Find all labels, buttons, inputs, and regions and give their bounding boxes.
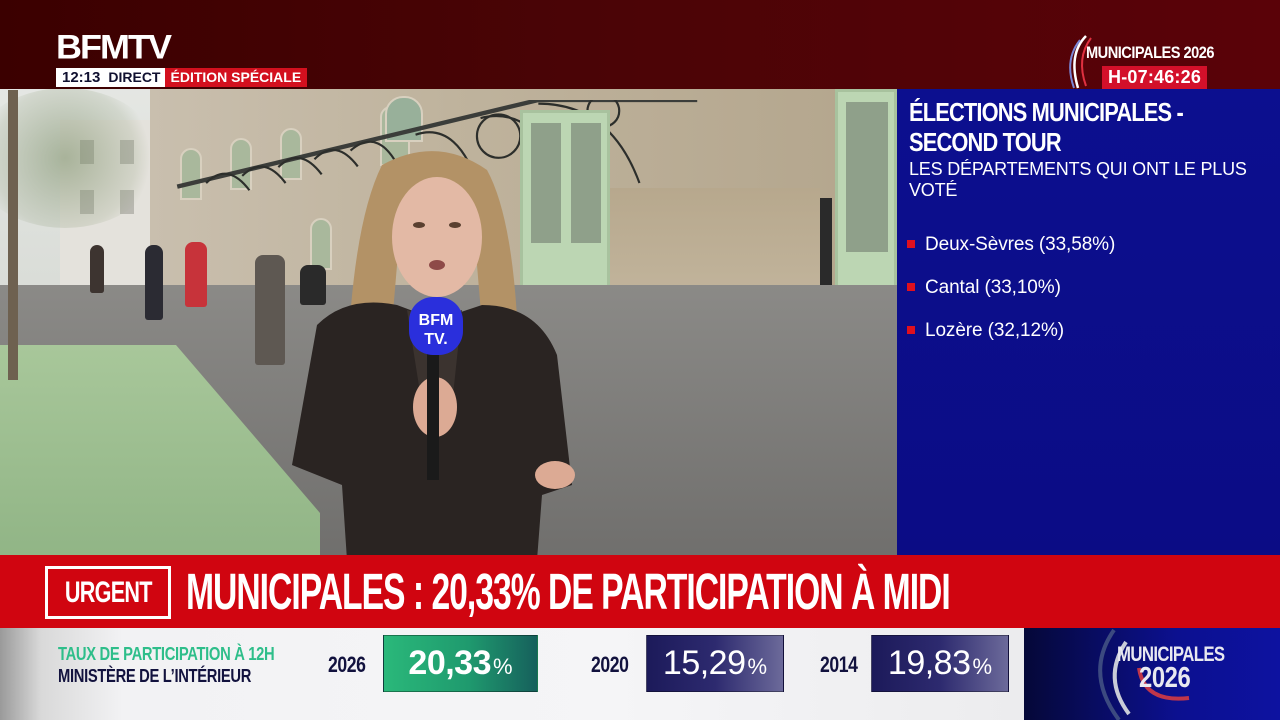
year-label-2020: 2020 — [591, 652, 629, 677]
arc-logo-icon — [1069, 35, 1092, 89]
square-bullet-icon — [907, 326, 915, 334]
list-item: Cantal (33,10%) — [907, 266, 1115, 309]
info-panel: ÉLECTIONS MUNICIPALES - SECOND TOUR LES … — [897, 89, 1280, 555]
value-unit: % — [747, 653, 768, 679]
value-unit: % — [972, 653, 993, 679]
value-number: 15,29 — [662, 644, 746, 682]
arc-logo-icon — [1098, 628, 1190, 720]
value-unit: % — [493, 653, 513, 679]
stats-title: TAUX DE PARTICIPATION À 12H — [58, 644, 275, 664]
countdown-timer: H-07:46:26 — [1102, 66, 1208, 89]
panel-subtitle: LES DÉPARTEMENTS QUI ONT LE PLUS VOTÉ — [909, 159, 1247, 200]
list-item-label: Deux-Sèvres (33,58%) — [925, 233, 1116, 255]
corner-logo-year: 2026 — [1139, 662, 1191, 694]
list-item-label: Cantal (33,10%) — [925, 276, 1061, 298]
square-bullet-icon — [907, 283, 915, 291]
pedestrian — [90, 245, 104, 293]
election-countdown: MUNICIPALES 2026 H-07:46:26 — [1064, 34, 1234, 90]
reporter: BFM TV. — [292, 151, 575, 560]
panel-title-line1: ÉLECTIONS MUNICIPALES - — [909, 97, 1184, 127]
year-label-2026: 2026 — [328, 652, 366, 677]
pedestrian — [185, 242, 207, 307]
live-label: DIRECT — [106, 68, 165, 87]
panel-title-line2: SECOND TOUR — [909, 127, 1062, 157]
countdown-title: MUNICIPALES 2026 — [1086, 43, 1214, 62]
corner-logo-title: MUNICIPALES — [1117, 643, 1225, 666]
svg-text:BFM: BFM — [419, 312, 454, 329]
pedestrian — [255, 255, 285, 365]
breaking-news-ticker: URGENT MUNICIPALES : 20,33% DE PARTICIPA… — [0, 555, 1280, 628]
stats-source: MINISTÈRE DE L’INTÉRIEUR — [58, 666, 252, 686]
participation-value-2026: 20,33% — [383, 635, 538, 692]
value-number: 19,83 — [887, 644, 971, 682]
channel-logo: BFMTV — [56, 27, 172, 66]
participation-value-2014: 19,83% — [871, 635, 1009, 692]
pedestrian — [300, 265, 326, 305]
top-bar: BFMTV 12:13 DIRECT ÉDITION SPÉCIALE MUNI… — [0, 0, 1280, 89]
list-item: Lozère (32,12%) — [907, 309, 1115, 352]
municipales-2026-logo: MUNICIPALES 2026 — [1024, 628, 1280, 720]
tree-foliage — [0, 88, 160, 228]
participation-stats: TAUX DE PARTICIPATION À 12H MINISTÈRE DE… — [0, 628, 1024, 720]
value-number: 20,33 — [408, 644, 492, 682]
clock-time: 12:13 — [56, 68, 107, 87]
tree-trunk — [8, 90, 18, 380]
edition-label: ÉDITION SPÉCIALE — [164, 68, 308, 87]
urgent-badge: URGENT — [45, 566, 171, 619]
square-bullet-icon — [907, 240, 915, 248]
list-item-label: Lozère (32,12%) — [925, 319, 1064, 341]
panel-title: ÉLECTIONS MUNICIPALES - SECOND TOUR — [909, 97, 1211, 157]
department-list: Deux-Sèvres (33,58%) Cantal (33,10%) Loz… — [907, 223, 1115, 352]
participation-value-2020: 15,29% — [646, 635, 784, 692]
pedestrian — [145, 245, 163, 320]
year-label-2014: 2014 — [820, 652, 858, 677]
svg-text:TV.: TV. — [424, 331, 447, 348]
headline: MUNICIPALES : 20,33% DE PARTICIPATION À … — [186, 563, 951, 620]
list-item: Deux-Sèvres (33,58%) — [907, 223, 1115, 266]
live-indicator: 12:13 DIRECT ÉDITION SPÉCIALE — [56, 68, 308, 87]
urgent-badge-label: URGENT — [64, 575, 153, 609]
